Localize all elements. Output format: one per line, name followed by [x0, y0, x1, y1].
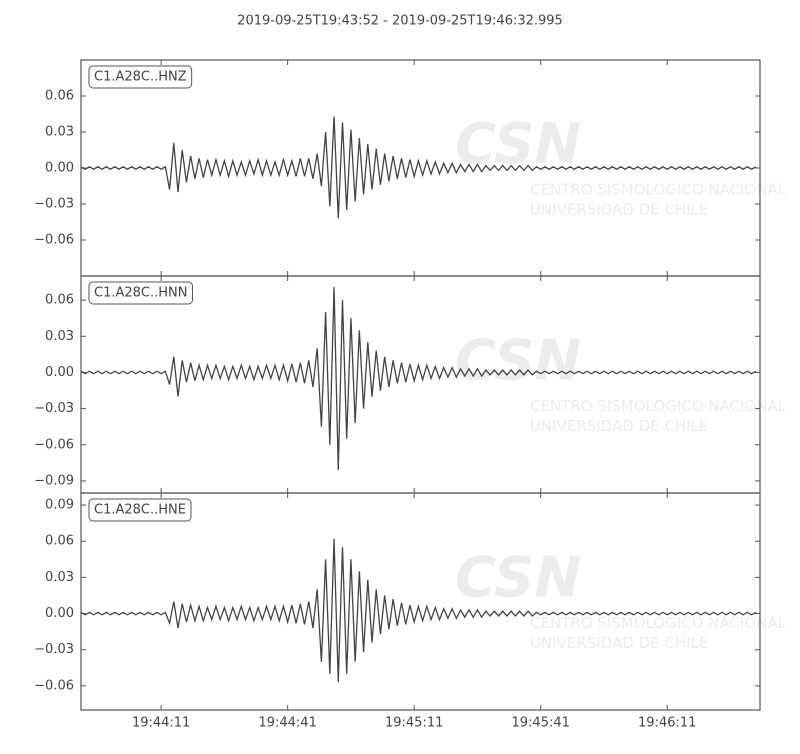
trace-label: C1.A28C..HNE: [94, 503, 186, 518]
watermark-line: UNIVERSIDAD DE CHILE: [530, 634, 708, 652]
y-tick-label: 0.06: [45, 534, 74, 549]
panel-frame: [80, 492, 761, 711]
watermark-line: CENTRO SISMOLOGICO NACIONAL: [530, 614, 787, 632]
trace-label-box: [88, 498, 192, 522]
y-tick-label: 0.00: [45, 161, 74, 176]
watermark-line: UNIVERSIDAD DE CHILE: [530, 201, 708, 219]
waveform: [80, 116, 757, 219]
y-tick-label: 0.03: [45, 125, 74, 140]
watermark-line: UNIVERSIDAD DE CHILE: [530, 417, 708, 435]
x-tick-label: 19:46:11: [638, 716, 696, 731]
waveform: [80, 286, 757, 471]
watermark-line: CENTRO SISMOLOGICO NACIONAL: [530, 181, 787, 199]
figure-title: 2019-09-25T19:43:52 - 2019-09-25T19:46:3…: [237, 14, 563, 29]
y-tick-label: −0.06: [34, 678, 74, 693]
panel-frame: [80, 275, 761, 494]
y-tick-label: −0.03: [34, 197, 74, 212]
watermark: CSN CENTRO SISMOLOGICO NACIONAL UNIVERSIDA…: [455, 329, 787, 435]
y-tick-label: 0.06: [45, 89, 74, 104]
y-tick-label: 0.06: [45, 293, 74, 308]
x-tick-label: 19:45:41: [512, 716, 570, 731]
trace-label: C1.A28C..HNN: [94, 286, 187, 301]
trace-label-box: [88, 281, 193, 305]
y-tick-label: −0.03: [34, 642, 74, 657]
x-tick-label: 19:44:41: [258, 716, 316, 731]
waveform: [80, 538, 757, 683]
watermark-logo: CSN: [455, 329, 581, 394]
watermark-logo: CSN: [455, 546, 581, 611]
y-tick-label: −0.09: [34, 473, 74, 488]
y-tick-label: 0.03: [45, 329, 74, 344]
x-tick-label: 19:44:11: [132, 716, 190, 731]
y-tick-label: 0.00: [45, 365, 74, 380]
y-tick-label: −0.03: [34, 401, 74, 416]
watermark: CSN CENTRO SISMOLOGICO NACIONAL UNIVERSIDA…: [455, 546, 787, 652]
y-tick-label: 0.03: [45, 570, 74, 585]
y-tick-label: −0.06: [34, 437, 74, 452]
trace-label-box: [88, 65, 193, 89]
y-tick-label: 0.00: [45, 606, 74, 621]
watermark-line: CENTRO SISMOLOGICO NACIONAL: [530, 397, 787, 415]
trace-label: C1.A28C..HNZ: [94, 70, 187, 85]
y-tick-label: 0.09: [45, 498, 74, 513]
y-tick-label: −0.06: [34, 233, 74, 248]
x-tick-label: 19:45:11: [385, 716, 443, 731]
